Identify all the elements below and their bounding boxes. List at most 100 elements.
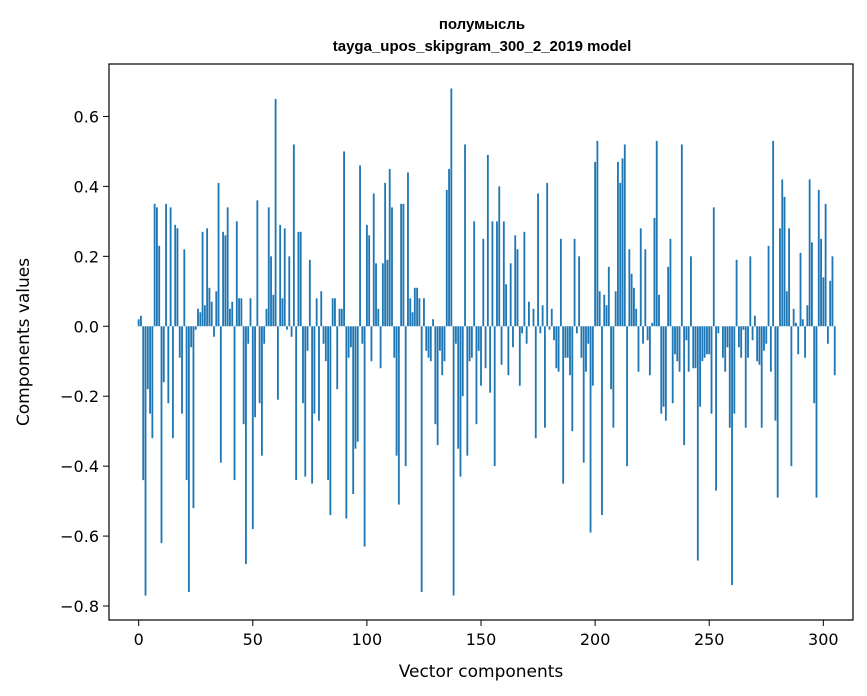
bar-component-244 [694, 326, 697, 369]
bar-component-43 [235, 221, 238, 327]
bar-component-120 [411, 312, 414, 327]
y-tick-label: 0.0 [74, 317, 99, 336]
bar-component-25 [194, 326, 197, 330]
bar-component-7 [153, 203, 156, 327]
bar-component-280 [776, 326, 779, 498]
bar-component-4 [146, 326, 149, 390]
bar-component-259 [728, 326, 731, 428]
bar-component-21 [185, 326, 188, 481]
bar-component-207 [610, 326, 612, 390]
bar-component-139 [454, 326, 457, 344]
bar-component-45 [240, 298, 243, 327]
bar-component-119 [409, 298, 412, 327]
bar-component-301 [824, 203, 827, 327]
bar-component-134 [443, 326, 446, 362]
bar-component-97 [359, 165, 361, 327]
bar-component-98 [361, 326, 364, 344]
x-tick-label: 150 [466, 630, 497, 649]
bar-component-187 [564, 326, 567, 358]
bar-component-34 [215, 291, 218, 327]
bar-component-93 [350, 326, 352, 348]
bar-component-24 [192, 326, 195, 509]
y-tick-label: −0.8 [60, 597, 99, 616]
bar-component-241 [687, 326, 690, 372]
x-tick-label: 100 [352, 630, 383, 649]
bar-component-67 [290, 326, 293, 337]
bar-component-103 [372, 193, 375, 327]
bar-component-94 [352, 326, 355, 495]
bar-component-121 [413, 287, 416, 327]
bar-component-117 [404, 326, 407, 467]
bar-component-173 [532, 308, 535, 327]
bar-component-305 [833, 326, 836, 376]
bar-component-126 [425, 326, 428, 351]
bar-component-65 [286, 326, 288, 330]
bar-component-276 [767, 245, 770, 327]
bar-component-278 [772, 140, 775, 327]
bar-component-235 [674, 326, 676, 355]
bar-component-142 [461, 326, 464, 397]
bar-component-32 [210, 301, 213, 327]
bar-component-145 [468, 326, 471, 362]
bar-component-239 [683, 326, 686, 446]
bar-component-38 [224, 235, 227, 327]
bar-component-199 [591, 326, 594, 386]
bar-component-230 [662, 326, 665, 407]
bar-component-243 [692, 326, 695, 369]
bar-component-224 [648, 326, 651, 376]
bar-component-59 [272, 294, 275, 327]
bar-component-212 [621, 158, 624, 327]
bar-component-127 [427, 326, 430, 358]
bar-component-16 [174, 224, 177, 327]
bar-component-77 [313, 326, 316, 414]
bar-component-298 [817, 189, 820, 327]
bar-component-215 [628, 249, 631, 327]
bar-component-64 [283, 228, 286, 327]
bar-component-14 [169, 207, 172, 327]
bar-component-170 [525, 326, 528, 344]
bar-component-57 [267, 207, 270, 327]
bar-component-8 [156, 207, 158, 327]
bar-component-271 [756, 326, 759, 362]
bar-component-171 [528, 301, 530, 327]
bar-component-264 [740, 326, 743, 358]
bar-component-74 [306, 326, 309, 351]
bar-component-182 [553, 326, 555, 341]
bar-component-95 [354, 326, 357, 449]
bar-component-29 [203, 305, 206, 327]
bar-component-261 [733, 326, 736, 414]
y-tick-label: −0.2 [60, 387, 99, 406]
bar-component-193 [578, 256, 581, 327]
bar-component-10 [160, 326, 163, 544]
bar-component-287 [792, 308, 795, 327]
bar-component-223 [646, 326, 649, 341]
bar-component-225 [651, 322, 654, 327]
bar-component-115 [400, 203, 403, 327]
bar-component-17 [176, 228, 179, 327]
bar-component-15 [171, 326, 174, 439]
bar-component-156 [493, 326, 496, 467]
bar-component-152 [484, 326, 487, 369]
bar-component-66 [288, 256, 291, 327]
bar-component-294 [808, 179, 811, 327]
bar-component-42 [233, 326, 236, 481]
bar-component-100 [365, 224, 368, 327]
bar-component-19 [181, 326, 183, 414]
bar-component-203 [601, 326, 603, 516]
bar-component-85 [331, 298, 334, 327]
bar-component-256 [722, 326, 724, 358]
bar-component-226 [653, 217, 656, 327]
bar-component-221 [642, 326, 644, 344]
bar-component-18 [178, 326, 181, 358]
bar-component-78 [315, 298, 318, 327]
bar-component-146 [470, 326, 473, 358]
bar-component-30 [206, 228, 209, 327]
bar-component-153 [486, 154, 489, 327]
bar-component-211 [619, 182, 622, 327]
bar-component-76 [311, 326, 314, 484]
bar-component-196 [585, 326, 587, 372]
bar-component-302 [826, 326, 829, 344]
bar-component-206 [607, 266, 610, 327]
bar-component-195 [582, 326, 585, 463]
bar-component-204 [603, 294, 606, 327]
